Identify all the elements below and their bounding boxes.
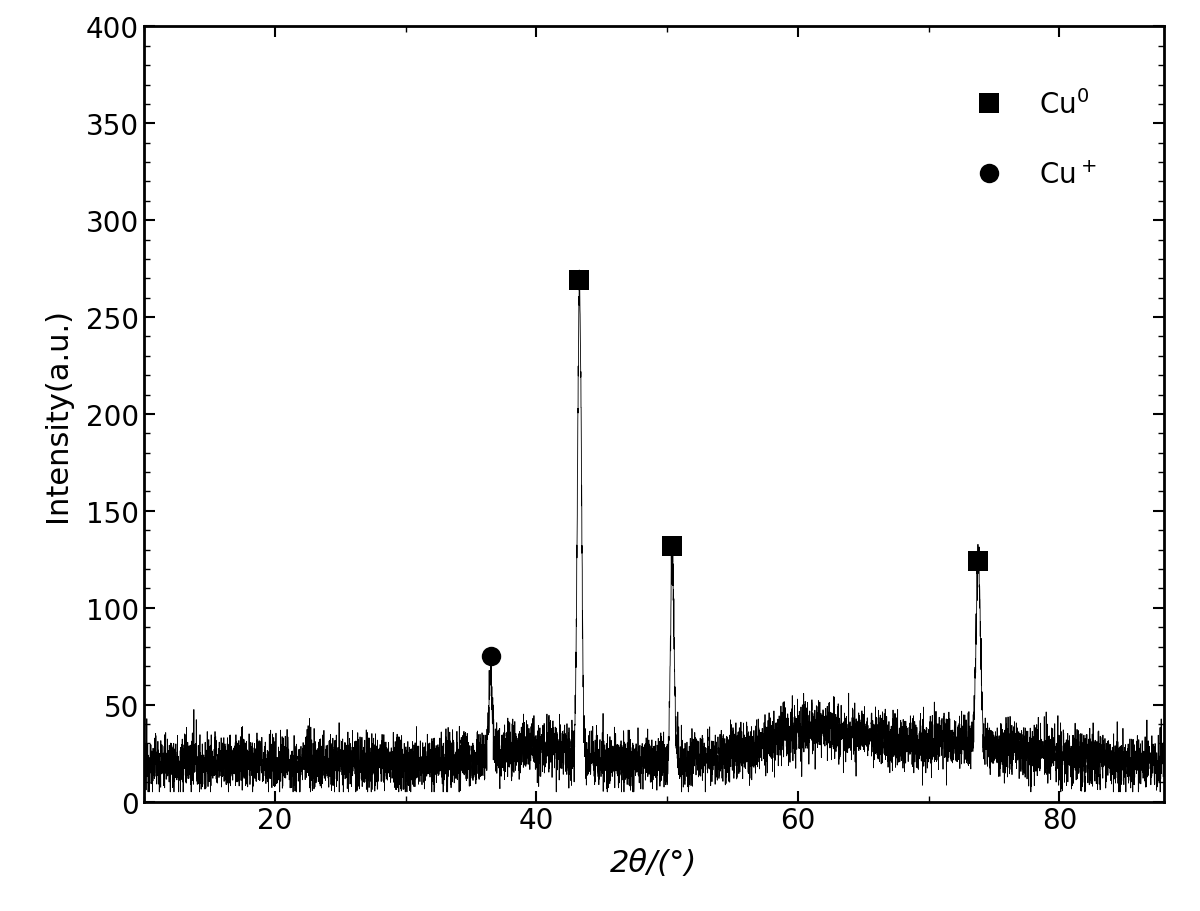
Legend: Cu$^0$, Cu$^+$: Cu$^0$, Cu$^+$ bbox=[928, 56, 1129, 223]
X-axis label: 2θ/(°): 2θ/(°) bbox=[611, 848, 697, 877]
Y-axis label: Intensity(a.u.): Intensity(a.u.) bbox=[43, 308, 72, 521]
